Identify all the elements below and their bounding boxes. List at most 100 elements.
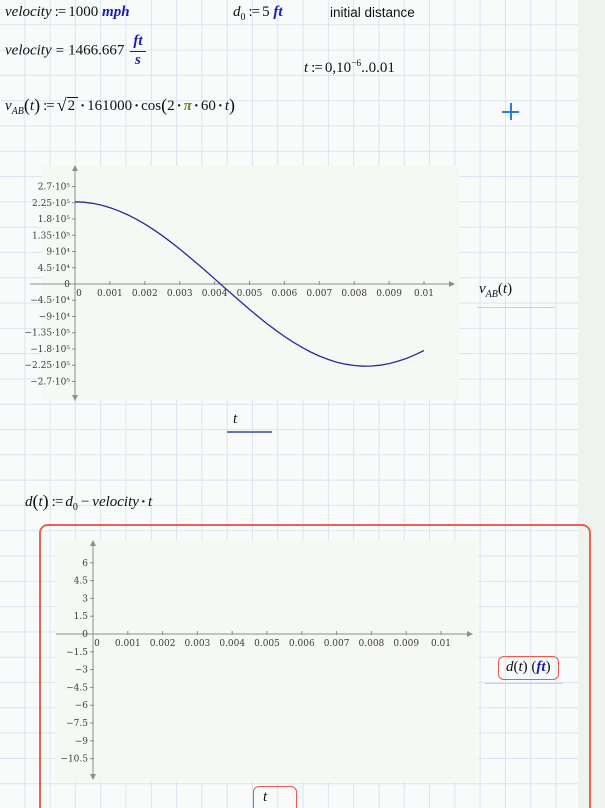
paren-close: ): [507, 281, 513, 297]
paren-open: (: [161, 95, 168, 115]
range-exponent: −6: [351, 59, 362, 69]
var-t: t: [304, 60, 309, 76]
constant-pi: π: [183, 98, 192, 114]
plot1-y-axis-expression[interactable]: vAB(t): [479, 281, 512, 300]
assign-operator: :=: [54, 4, 67, 20]
svg-text:−1.35·10⁵: −1.35·10⁵: [24, 329, 70, 339]
svg-text:−1.5: −1.5: [66, 648, 88, 658]
label-d: d: [506, 659, 514, 675]
equals-operator: =: [55, 42, 65, 59]
svg-text:0: 0: [82, 630, 88, 640]
factor-60: 60: [200, 98, 216, 114]
label-v-subscript: AB: [485, 289, 498, 300]
var-d0: d: [233, 4, 241, 20]
paren-close: ): [229, 95, 236, 115]
sqrt-icon: √: [56, 95, 67, 115]
range-start: 0,10: [324, 60, 352, 76]
sqrt-radicand: 2: [66, 97, 79, 114]
value-1466: 1466.667: [68, 42, 125, 59]
svg-text:1.35·10⁵: 1.35·10⁵: [32, 231, 70, 241]
svg-text:−4.5·10⁴: −4.5·10⁴: [30, 296, 70, 306]
unit-s: s: [135, 51, 141, 68]
assign-operator: :=: [51, 494, 64, 510]
svg-text:−9: −9: [75, 737, 89, 747]
svg-text:4.5·10⁴: 4.5·10⁴: [38, 264, 71, 274]
paren-open: (: [513, 659, 519, 675]
range-end: 0.01: [368, 60, 395, 76]
plot2-selection-border: [39, 524, 591, 808]
label-v: v: [479, 281, 486, 297]
value-1000: 1000: [68, 4, 99, 20]
var-velocity: velocity: [92, 494, 139, 510]
paren-close: ): [34, 95, 41, 115]
label-t: t: [263, 789, 268, 805]
svg-text:0.005: 0.005: [254, 639, 280, 649]
insertion-crosshair[interactable]: [502, 103, 519, 120]
var-t: t: [147, 494, 153, 510]
svg-text:0.008: 0.008: [359, 639, 385, 649]
var-d0: d: [65, 494, 73, 510]
assign-operator: :=: [248, 4, 261, 20]
svg-text:9·10⁴: 9·10⁴: [46, 248, 70, 258]
multiply-dot: ·: [134, 98, 140, 114]
plot2-ylabel-underline: [485, 683, 563, 684]
svg-text:4.5: 4.5: [74, 577, 89, 587]
text-note-initial-distance[interactable]: initial distance: [330, 5, 415, 20]
eq-velocity-definition[interactable]: velocity:= 1000 mph: [5, 4, 130, 21]
unit-paren-open: (: [531, 659, 537, 675]
eq-vab-definition[interactable]: vAB(t):= √2 · 161000 · cos(2 · π · 60 · t): [5, 95, 235, 117]
value-5: 5: [262, 4, 270, 20]
eq-d-definition[interactable]: d(t):= d0− velocity · t: [25, 491, 152, 513]
plot2-x-axis-expression[interactable]: t: [253, 786, 297, 808]
svg-text:−9·10⁴: −9·10⁴: [39, 312, 71, 322]
svg-text:0.009: 0.009: [393, 639, 419, 649]
range-dots: ..: [361, 60, 369, 76]
plot1-x-axis-expression[interactable]: t: [233, 411, 237, 428]
svg-text:2.25·10⁵: 2.25·10⁵: [32, 199, 70, 209]
plot1-chart: 0 0.001 0.002 0.003 0.004 0.005 0.006 0.007 0.00…: [24, 165, 455, 401]
svg-text:−3: −3: [75, 666, 89, 676]
paren-open: (: [497, 281, 503, 297]
var-velocity: velocity: [5, 42, 52, 59]
svg-text:1.5: 1.5: [74, 612, 89, 622]
svg-text:0: 0: [94, 639, 100, 649]
label-t: t: [233, 411, 238, 427]
var-t: t: [29, 98, 35, 114]
svg-text:0.01: 0.01: [414, 289, 434, 299]
var-v-subscript-AB: AB: [11, 106, 24, 117]
eq-velocity-evaluation[interactable]: velocity = 1466.667 ft s: [5, 33, 146, 69]
var-t: t: [224, 98, 230, 114]
label-arg-t: t: [502, 281, 508, 297]
eq-d0-definition[interactable]: d0:= 5 ft: [233, 4, 283, 23]
eq-t-range-definition[interactable]: t:= 0,10−6..0.01: [304, 59, 395, 77]
svg-text:−7.5: −7.5: [66, 719, 88, 729]
minus-operator: −: [80, 494, 90, 510]
svg-text:0.006: 0.006: [289, 639, 315, 649]
svg-text:0.008: 0.008: [341, 289, 367, 299]
var-v: v: [5, 98, 12, 114]
assign-operator: :=: [43, 98, 55, 114]
plot2-y-axis-expression[interactable]: d(t) (ft): [498, 656, 559, 680]
svg-text:0.002: 0.002: [150, 639, 176, 649]
svg-text:0.004: 0.004: [202, 289, 228, 299]
multiply-dot: ·: [217, 98, 223, 114]
svg-text:0.005: 0.005: [237, 289, 263, 299]
var-t: t: [38, 494, 43, 510]
svg-text:−10.5: −10.5: [60, 755, 88, 765]
svg-text:0.004: 0.004: [219, 639, 245, 649]
svg-text:3: 3: [82, 594, 88, 604]
factor-2: 2: [167, 98, 175, 114]
plot2-background: [56, 540, 478, 782]
var-d0-subscript: 0: [240, 12, 246, 23]
assign-operator: :=: [311, 60, 323, 76]
multiply-dot: ·: [140, 494, 146, 510]
svg-text:0: 0: [64, 280, 70, 290]
svg-text:0.006: 0.006: [272, 289, 298, 299]
svg-text:0.007: 0.007: [306, 289, 332, 299]
svg-text:0.007: 0.007: [324, 639, 350, 649]
unit-ft: ft: [273, 4, 283, 20]
svg-text:0.01: 0.01: [431, 639, 451, 649]
multiply-dot: ·: [176, 98, 182, 114]
label-arg-t: t: [518, 659, 523, 675]
